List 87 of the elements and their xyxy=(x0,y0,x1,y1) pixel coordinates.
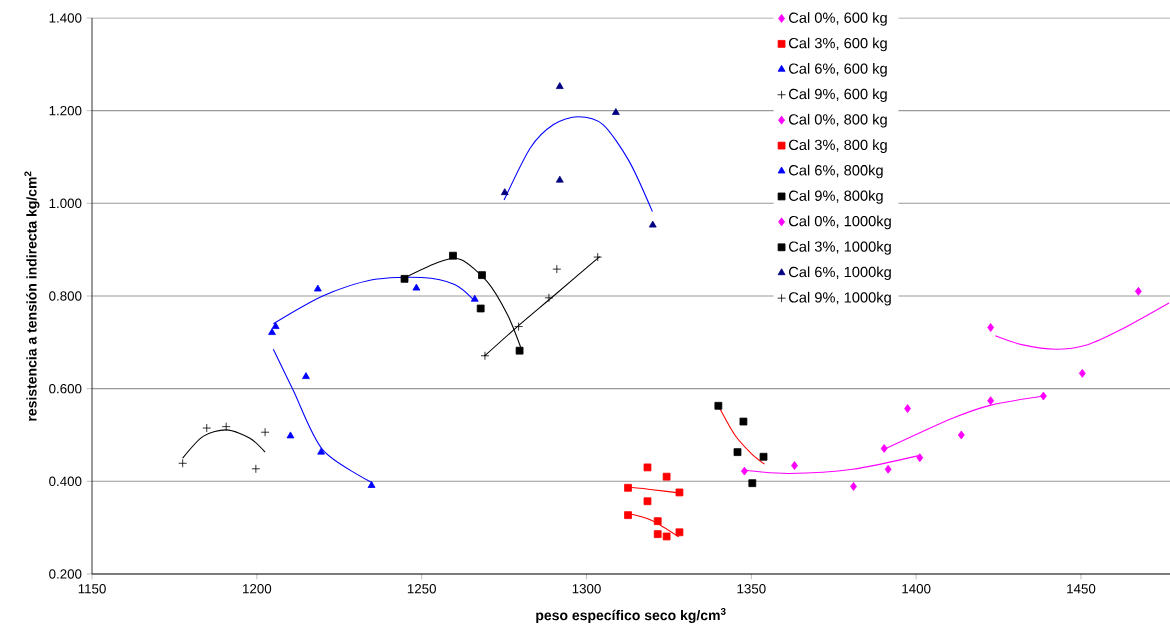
point xyxy=(653,517,662,526)
point xyxy=(317,447,325,455)
x-axis-title: peso específico seco kg/cm$^{3}$ xyxy=(536,607,726,624)
x-tick-label: 1300 xyxy=(572,584,601,594)
y-tick-label: 0.200 xyxy=(49,569,82,579)
point xyxy=(662,532,671,541)
point xyxy=(412,283,421,291)
point xyxy=(739,417,748,426)
point xyxy=(648,220,657,228)
y-tick-label: 0.800 xyxy=(49,291,82,301)
y-tick-label: 0.400 xyxy=(49,476,82,487)
point xyxy=(748,479,757,488)
point xyxy=(643,497,652,506)
legend-label: Cal 6%, 600 kg xyxy=(788,63,887,77)
legend-label: Cal 3%, 800 kg xyxy=(788,139,887,153)
point xyxy=(313,284,322,292)
point xyxy=(302,372,310,380)
y-tick-label: 1.200 xyxy=(49,105,82,116)
point xyxy=(624,483,632,492)
line-series xyxy=(994,302,1170,350)
x-tick-label: 1200 xyxy=(243,584,272,594)
point xyxy=(733,448,742,456)
legend-label: Cal 6%, 1000kg xyxy=(788,266,891,281)
point xyxy=(400,274,409,283)
point xyxy=(850,482,857,491)
legend-label: Cal 9%, 800kg xyxy=(788,190,883,204)
x-tick-label: 1350 xyxy=(737,584,766,594)
point xyxy=(271,322,280,329)
point xyxy=(544,293,554,303)
point xyxy=(653,530,662,539)
point xyxy=(555,175,564,183)
point xyxy=(480,351,490,361)
y-tick-label: 0.600 xyxy=(49,383,82,394)
point xyxy=(476,304,485,313)
point xyxy=(987,396,995,406)
point xyxy=(624,511,632,520)
point xyxy=(500,188,509,196)
x-tick-label: 1150 xyxy=(78,584,106,594)
point xyxy=(514,322,523,331)
point xyxy=(178,458,188,468)
legend-label: Cal 3%, 1000kg xyxy=(788,240,891,255)
point xyxy=(675,528,684,537)
point xyxy=(470,294,479,302)
legend-label: Cal 9%, 1000kg xyxy=(788,291,891,306)
legend-label: Cal 6%, 800kg xyxy=(788,164,883,179)
x-tick-label: 1400 xyxy=(902,584,931,594)
point xyxy=(759,452,768,461)
point xyxy=(884,464,892,474)
x-tick-label: 1450 xyxy=(1067,584,1096,594)
point xyxy=(643,463,652,472)
point xyxy=(957,430,965,440)
point xyxy=(904,404,911,413)
legend-label: Cal 0%, 800 kg xyxy=(788,113,887,128)
point xyxy=(515,346,524,355)
point xyxy=(478,271,486,280)
point xyxy=(880,444,888,453)
point xyxy=(268,328,276,335)
point xyxy=(611,108,620,115)
y-tick-label: 1.400 xyxy=(49,13,82,23)
point xyxy=(251,464,261,474)
line-series xyxy=(503,116,653,213)
point xyxy=(916,453,924,463)
point xyxy=(286,431,295,439)
point xyxy=(1078,368,1086,378)
point xyxy=(791,461,798,470)
point xyxy=(221,422,231,432)
point xyxy=(741,466,748,476)
point xyxy=(662,472,671,481)
point xyxy=(1040,391,1047,401)
point xyxy=(367,481,376,488)
point xyxy=(552,264,562,274)
y-axis-title: resistencia a tensión indirecta kg/cm$^{2}$ xyxy=(24,171,40,421)
point xyxy=(449,251,457,260)
point xyxy=(555,82,564,89)
point xyxy=(714,401,723,410)
point xyxy=(1134,286,1142,296)
legend-label: Cal 9%, 600 kg xyxy=(788,88,887,103)
point xyxy=(987,323,995,332)
x-tick-label: 1250 xyxy=(407,584,436,594)
point xyxy=(260,427,270,437)
legend-label: Cal 3%, 600 kg xyxy=(788,37,887,52)
point xyxy=(675,488,684,497)
legend-label: Cal 0%, 1000kg xyxy=(788,215,891,230)
point xyxy=(593,252,603,262)
point xyxy=(202,423,212,433)
legend-label: Cal 0%, 600 kg xyxy=(788,12,887,26)
y-tick-label: 1.000 xyxy=(49,198,82,209)
